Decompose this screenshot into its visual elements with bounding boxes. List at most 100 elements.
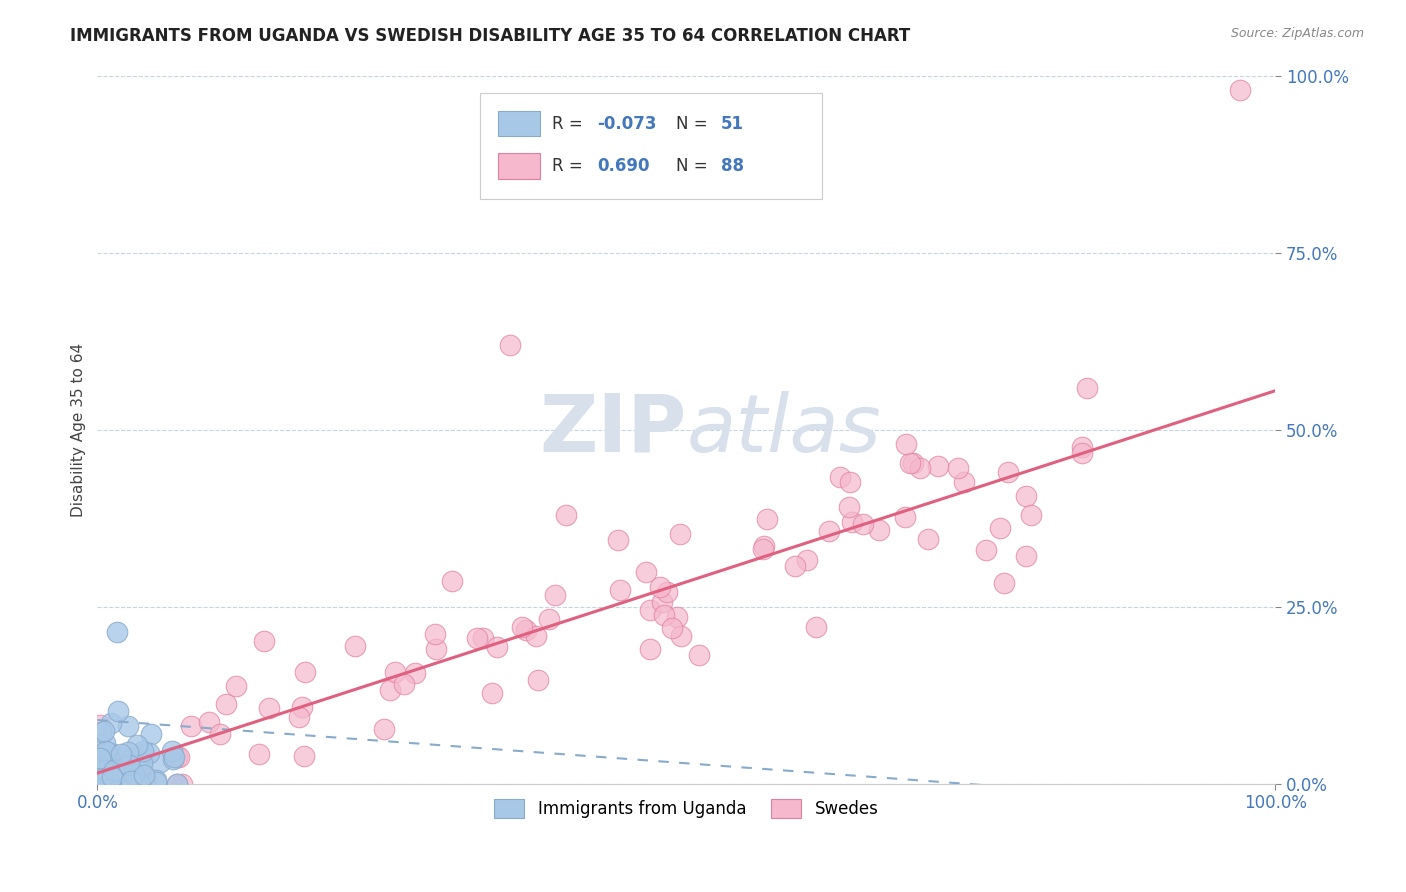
Point xyxy=(650,580,672,594)
Point xyxy=(145,773,167,788)
Point xyxy=(609,582,631,597)
Point xyxy=(208,727,231,741)
Point xyxy=(107,704,129,718)
Point xyxy=(94,744,117,758)
Point xyxy=(688,648,710,662)
Point xyxy=(89,718,111,732)
Point xyxy=(100,770,122,784)
Point xyxy=(524,628,547,642)
Text: IMMIGRANTS FROM UGANDA VS SWEDISH DISABILITY AGE 35 TO 64 CORRELATION CHART: IMMIGRANTS FROM UGANDA VS SWEDISH DISABI… xyxy=(70,27,911,45)
Point xyxy=(1071,446,1094,460)
Point xyxy=(180,719,202,733)
FancyBboxPatch shape xyxy=(481,94,823,200)
Point xyxy=(96,746,118,760)
Point xyxy=(830,470,852,484)
Point xyxy=(139,727,162,741)
Point xyxy=(104,767,127,781)
Point xyxy=(404,665,426,680)
Point xyxy=(555,508,578,522)
Point xyxy=(838,500,860,514)
Point xyxy=(134,747,156,761)
Legend: Immigrants from Uganda, Swedes: Immigrants from Uganda, Swedes xyxy=(488,792,884,825)
Point xyxy=(423,627,446,641)
Point xyxy=(120,750,142,764)
Point xyxy=(105,625,128,640)
Point xyxy=(172,777,194,791)
Point xyxy=(198,714,221,729)
Point xyxy=(291,700,314,714)
Point xyxy=(1019,508,1042,522)
Point xyxy=(87,772,110,786)
Point xyxy=(665,609,688,624)
Point xyxy=(93,763,115,777)
Point xyxy=(110,765,132,780)
Point xyxy=(162,744,184,758)
FancyBboxPatch shape xyxy=(498,153,540,179)
Point xyxy=(93,723,115,738)
Point xyxy=(465,631,488,645)
Point xyxy=(89,774,111,789)
Text: 0.690: 0.690 xyxy=(596,157,650,175)
Point xyxy=(669,629,692,643)
Point xyxy=(96,764,118,778)
Point xyxy=(868,524,890,538)
Point xyxy=(98,757,121,772)
Text: N =: N = xyxy=(676,115,713,133)
Point xyxy=(384,665,406,679)
Point xyxy=(118,757,141,772)
Point xyxy=(1229,83,1251,97)
Point xyxy=(380,683,402,698)
Text: -0.073: -0.073 xyxy=(596,115,657,133)
Point xyxy=(120,774,142,789)
Point xyxy=(132,768,155,782)
Point xyxy=(104,765,127,780)
Point xyxy=(896,436,918,450)
Point xyxy=(839,475,862,490)
Point xyxy=(135,772,157,786)
Point xyxy=(796,553,818,567)
Point xyxy=(917,532,939,546)
Point xyxy=(110,747,132,761)
Point xyxy=(669,526,692,541)
Point xyxy=(131,756,153,770)
Point xyxy=(997,465,1019,479)
Point xyxy=(515,623,537,637)
Point xyxy=(993,575,1015,590)
Point xyxy=(607,533,630,547)
Point xyxy=(215,697,238,711)
Point xyxy=(1015,489,1038,503)
Point xyxy=(783,558,806,573)
Point xyxy=(651,595,673,609)
Point xyxy=(90,724,112,739)
Point xyxy=(818,524,841,538)
Point xyxy=(1071,440,1094,454)
Point xyxy=(498,337,520,351)
Point xyxy=(107,770,129,784)
Point xyxy=(100,774,122,789)
Point xyxy=(486,640,509,654)
Point xyxy=(638,641,661,656)
Point xyxy=(294,665,316,680)
Point xyxy=(537,612,560,626)
Point xyxy=(118,753,141,767)
Point xyxy=(804,620,827,634)
Point xyxy=(91,766,114,780)
Point xyxy=(441,574,464,589)
Point xyxy=(373,722,395,736)
Point xyxy=(481,686,503,700)
Point xyxy=(149,755,172,769)
Point xyxy=(655,584,678,599)
Point xyxy=(288,709,311,723)
Point xyxy=(752,539,775,553)
Point xyxy=(990,521,1012,535)
Point xyxy=(127,756,149,770)
Point xyxy=(394,677,416,691)
Point xyxy=(755,512,778,526)
Point xyxy=(128,777,150,791)
Point xyxy=(94,744,117,758)
Point xyxy=(134,777,156,791)
Point xyxy=(292,749,315,764)
Y-axis label: Disability Age 35 to 64: Disability Age 35 to 64 xyxy=(72,343,86,516)
Point xyxy=(225,679,247,693)
Point xyxy=(138,746,160,760)
